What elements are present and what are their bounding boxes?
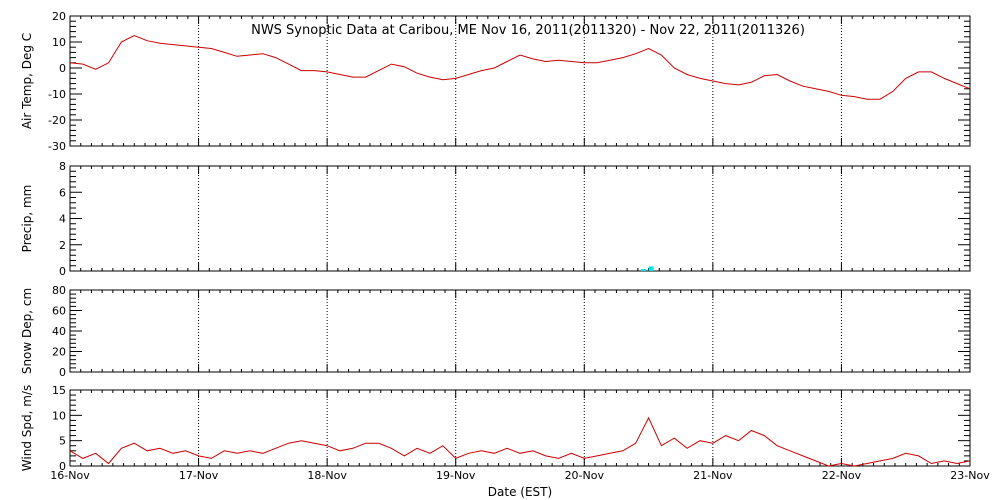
y-tick-label: 4 bbox=[59, 213, 66, 226]
y-tick-label: 2 bbox=[59, 239, 66, 252]
panel-air-temp: 20 10 0 -10 -20 -30 Air Temp, Deg C bbox=[20, 10, 971, 153]
y-tick-label: -30 bbox=[48, 140, 66, 153]
x-tick-label: 16-Nov bbox=[50, 469, 90, 482]
wind-speed-line bbox=[69, 416, 971, 467]
y-tick-label: 6 bbox=[59, 186, 66, 199]
panel-snow-depth: 80 60 40 20 0 Snow Dep, cm bbox=[20, 284, 971, 379]
y-tick-label: 10 bbox=[52, 36, 66, 49]
x-tick-label: 19-Nov bbox=[436, 469, 476, 482]
chart-title: NWS Synoptic Data at Caribou, ME Nov 16,… bbox=[251, 23, 805, 38]
y-axis-title: Snow Dep, cm bbox=[20, 288, 34, 374]
panel-precip: 8 6 4 2 0 Precip, mm bbox=[20, 160, 971, 278]
x-tick-label: 18-Nov bbox=[307, 469, 347, 482]
precip-bar bbox=[648, 266, 654, 271]
y-tick-label: 5 bbox=[59, 435, 66, 448]
panel-frame bbox=[69, 289, 971, 373]
air-temp-line bbox=[69, 34, 971, 100]
y-tick-label: 20 bbox=[52, 10, 66, 23]
x-tick-label: 23-Nov bbox=[950, 469, 990, 482]
y-tick-label: 8 bbox=[59, 160, 66, 173]
y-axis-title: Precip, mm bbox=[20, 185, 34, 253]
y-tick-label: 80 bbox=[52, 284, 66, 297]
y-tick-label: 15 bbox=[52, 384, 66, 397]
y-axis-title: Wind Spd, m/s bbox=[20, 385, 34, 471]
panel-frame bbox=[69, 165, 971, 272]
y-tick-label: 60 bbox=[52, 305, 66, 318]
x-tick-labels: 16-Nov 17-Nov 18-Nov 19-Nov 20-Nov 21-Nov 22-N… bbox=[50, 469, 990, 482]
y-tick-label: -20 bbox=[48, 114, 66, 127]
x-tick-label: 21-Nov bbox=[693, 469, 733, 482]
y-tick-label: 0 bbox=[59, 460, 66, 473]
x-tick-label: 20-Nov bbox=[565, 469, 605, 482]
x-tick-label: 22-Nov bbox=[822, 469, 862, 482]
y-tick-label: 0 bbox=[59, 366, 66, 379]
y-tick-label: 0 bbox=[59, 265, 66, 278]
x-axis-title: Date (EST) bbox=[488, 485, 552, 499]
precip-bar bbox=[640, 269, 646, 271]
panel-frame bbox=[69, 389, 971, 467]
panel-wind-speed: 15 10 5 0 Wind Spd, m/s bbox=[20, 384, 971, 473]
x-tick-label: 17-Nov bbox=[179, 469, 219, 482]
y-tick-label: 0 bbox=[59, 62, 66, 75]
y-tick-label: 40 bbox=[52, 325, 66, 338]
y-tick-label: -10 bbox=[48, 88, 66, 101]
y-axis-title: Air Temp, Deg C bbox=[20, 33, 34, 129]
y-tick-label: 20 bbox=[52, 346, 66, 359]
y-tick-label: 10 bbox=[52, 409, 66, 422]
